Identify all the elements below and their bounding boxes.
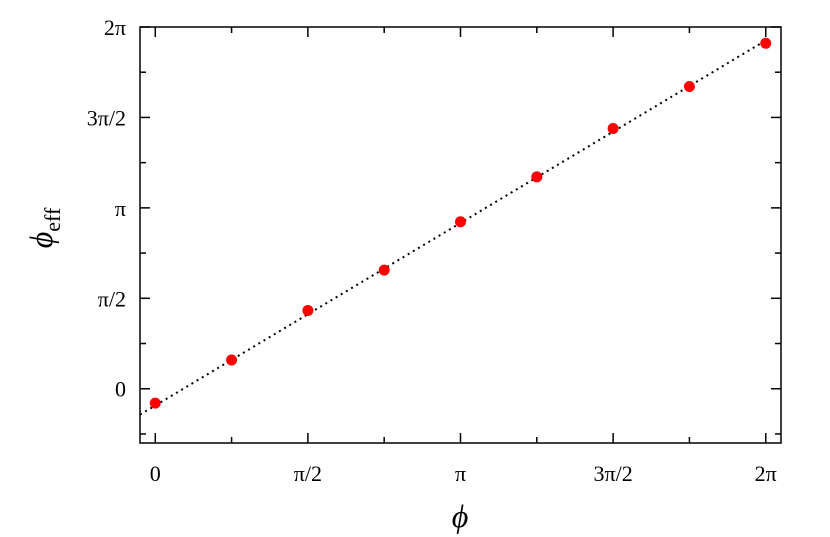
x-tick-label: 2π (755, 461, 777, 486)
x-tick-label: π/2 (294, 461, 322, 486)
y-tick-label: π/2 (98, 286, 126, 311)
y-tick-label: 3π/2 (87, 105, 126, 130)
data-point (683, 80, 695, 92)
x-axis-label: ϕ (452, 498, 469, 534)
y-tick-label: 0 (115, 377, 126, 402)
x-tick-label: 3π/2 (594, 461, 633, 486)
dotted-trend-line (139, 39, 767, 416)
y-axis-label: ϕeff (23, 207, 65, 248)
y-axis-label-symbol: ϕ (23, 232, 59, 249)
data-point (531, 171, 543, 183)
data-point (378, 264, 390, 276)
plot-frame (139, 26, 782, 444)
data-point (760, 37, 772, 49)
data-point (149, 397, 161, 409)
tick-labels: 0 π/2 π 3π/2 2π 0 π/2 π 3π/2 2π (87, 15, 777, 486)
data-point (302, 304, 314, 316)
y-tick-label: 2π (104, 15, 126, 40)
y-tick-label: π (115, 196, 126, 221)
x-tick-label: 0 (150, 461, 161, 486)
data-point (607, 123, 619, 135)
data-point (455, 216, 466, 228)
x-tick-label: π (455, 461, 466, 486)
y-axis-label-subscript: eff (40, 207, 65, 232)
axis-ticks (140, 26, 781, 443)
data-point (226, 354, 238, 366)
data-points (149, 37, 772, 409)
